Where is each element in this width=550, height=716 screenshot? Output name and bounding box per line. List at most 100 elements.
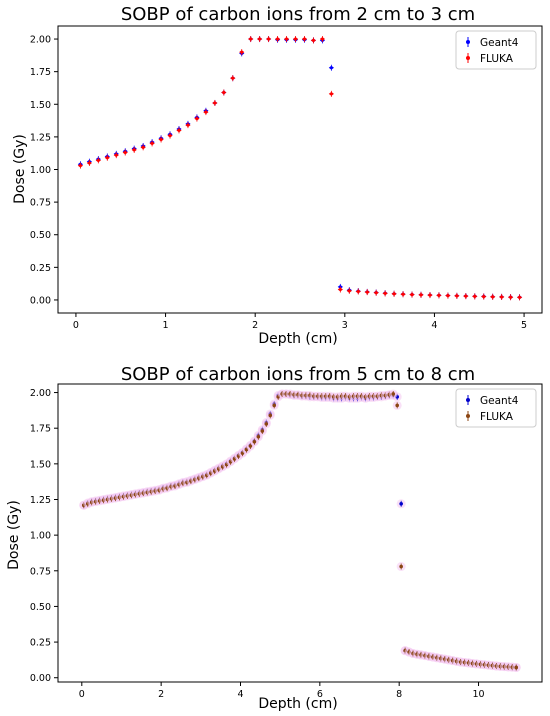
data-point <box>400 292 406 297</box>
data-point <box>264 422 269 426</box>
y-tick-label: 1.00 <box>30 531 51 542</box>
data-point <box>395 403 399 408</box>
y-tick-label: 0.50 <box>30 230 51 241</box>
x-tick-label: 2 <box>252 320 258 331</box>
data-point <box>268 413 273 418</box>
y-tick-label: 0.75 <box>30 566 51 577</box>
plot-area <box>57 383 543 683</box>
data-point <box>248 37 254 42</box>
y-tick-label: 1.75 <box>30 424 51 435</box>
y-tick-label: 0.00 <box>30 295 51 306</box>
data-point <box>355 289 361 294</box>
legend-marker <box>466 398 470 402</box>
data-point <box>490 294 496 299</box>
data-point <box>260 429 265 433</box>
x-axis-label: Depth (cm) <box>258 696 337 712</box>
legend-label: Geant4 <box>480 395 519 407</box>
data-point <box>399 564 403 569</box>
data-point <box>346 288 352 293</box>
x-tick-label: 0 <box>73 320 79 331</box>
data-point <box>221 90 227 95</box>
data-point <box>176 128 182 133</box>
data-point <box>283 37 290 42</box>
x-tick-label: 1 <box>163 320 169 331</box>
data-point <box>418 292 424 297</box>
data-point <box>508 295 514 300</box>
chart-top: SOBP of carbon ions from 2 cm to 3 cm Do… <box>12 4 543 347</box>
y-tick-label: 0.75 <box>30 198 51 209</box>
data-point <box>364 290 370 295</box>
x-tick-label: 0 <box>79 689 85 700</box>
x-tick-label: 4 <box>431 320 437 331</box>
x-tick-label: 8 <box>396 689 402 700</box>
x-tick-label: 4 <box>237 689 243 700</box>
data-point <box>463 294 469 299</box>
data-point <box>391 291 397 296</box>
data-point <box>256 434 261 439</box>
y-tick-label: 1.50 <box>30 100 51 111</box>
data-point <box>194 116 200 121</box>
data-point <box>86 160 92 165</box>
data-point <box>248 444 253 448</box>
data-point <box>131 147 137 152</box>
data-point <box>113 153 119 158</box>
chart-title: SOBP of carbon ions from 5 cm to 8 cm <box>121 364 475 385</box>
legend-label: FLUKA <box>480 411 514 423</box>
data-point <box>122 150 128 155</box>
series-fluka <box>77 36 523 301</box>
y-tick-label: 1.00 <box>30 165 51 176</box>
data-point <box>272 403 277 408</box>
y-tick-label: 2.00 <box>30 35 51 46</box>
series-fluka <box>79 389 521 672</box>
data-point <box>95 158 101 163</box>
data-point <box>328 65 334 70</box>
y-tick-label: 2.00 <box>30 388 51 399</box>
series-geant4 <box>79 389 521 672</box>
y-tick-label: 1.75 <box>30 67 51 78</box>
data-point <box>274 37 281 42</box>
legend-box <box>455 388 537 428</box>
data-point <box>382 291 388 296</box>
data-point <box>212 100 218 105</box>
y-tick-label: 1.50 <box>30 459 51 470</box>
data-point <box>514 665 519 670</box>
data-point <box>292 37 299 42</box>
x-tick-label: 6 <box>317 689 323 700</box>
chart-title: SOBP of carbon ions from 2 cm to 3 cm <box>121 4 475 25</box>
x-tick-label: 5 <box>521 320 527 331</box>
data-point <box>328 91 334 96</box>
y-axis-label: Dose (Gy) <box>12 134 28 204</box>
data-point <box>399 501 403 506</box>
data-point <box>481 294 487 299</box>
data-point <box>472 294 478 299</box>
data-point <box>185 123 191 128</box>
y-tick-label: 1.25 <box>30 132 51 143</box>
legend-box <box>455 30 537 70</box>
legend: Geant4 FLUKA <box>455 388 537 428</box>
data-point <box>436 293 442 298</box>
x-tick-label: 2 <box>158 689 164 700</box>
legend-label: FLUKA <box>480 53 514 65</box>
data-point <box>391 392 396 396</box>
y-tick-label: 0.25 <box>30 638 51 649</box>
y-tick-label: 0.00 <box>30 673 51 684</box>
chart-bottom: SOBP of carbon ions from 5 cm to 8 cm Do… <box>6 364 543 712</box>
data-point <box>319 37 326 42</box>
data-point <box>140 145 146 150</box>
data-point <box>167 133 173 138</box>
legend-label: Geant4 <box>480 37 519 49</box>
data-point <box>104 155 110 160</box>
data-point <box>445 293 451 298</box>
legend: Geant4 FLUKA <box>455 30 537 70</box>
data-point <box>516 295 523 300</box>
x-tick-label: 10 <box>472 689 484 700</box>
data-point <box>257 37 263 42</box>
data-point <box>77 163 84 168</box>
y-tick-label: 1.25 <box>30 495 51 506</box>
data-point <box>239 50 245 55</box>
legend-marker <box>466 414 470 418</box>
y-tick-label: 0.25 <box>30 263 51 274</box>
y-tick-label: 0.50 <box>30 602 51 613</box>
data-point <box>266 37 272 42</box>
